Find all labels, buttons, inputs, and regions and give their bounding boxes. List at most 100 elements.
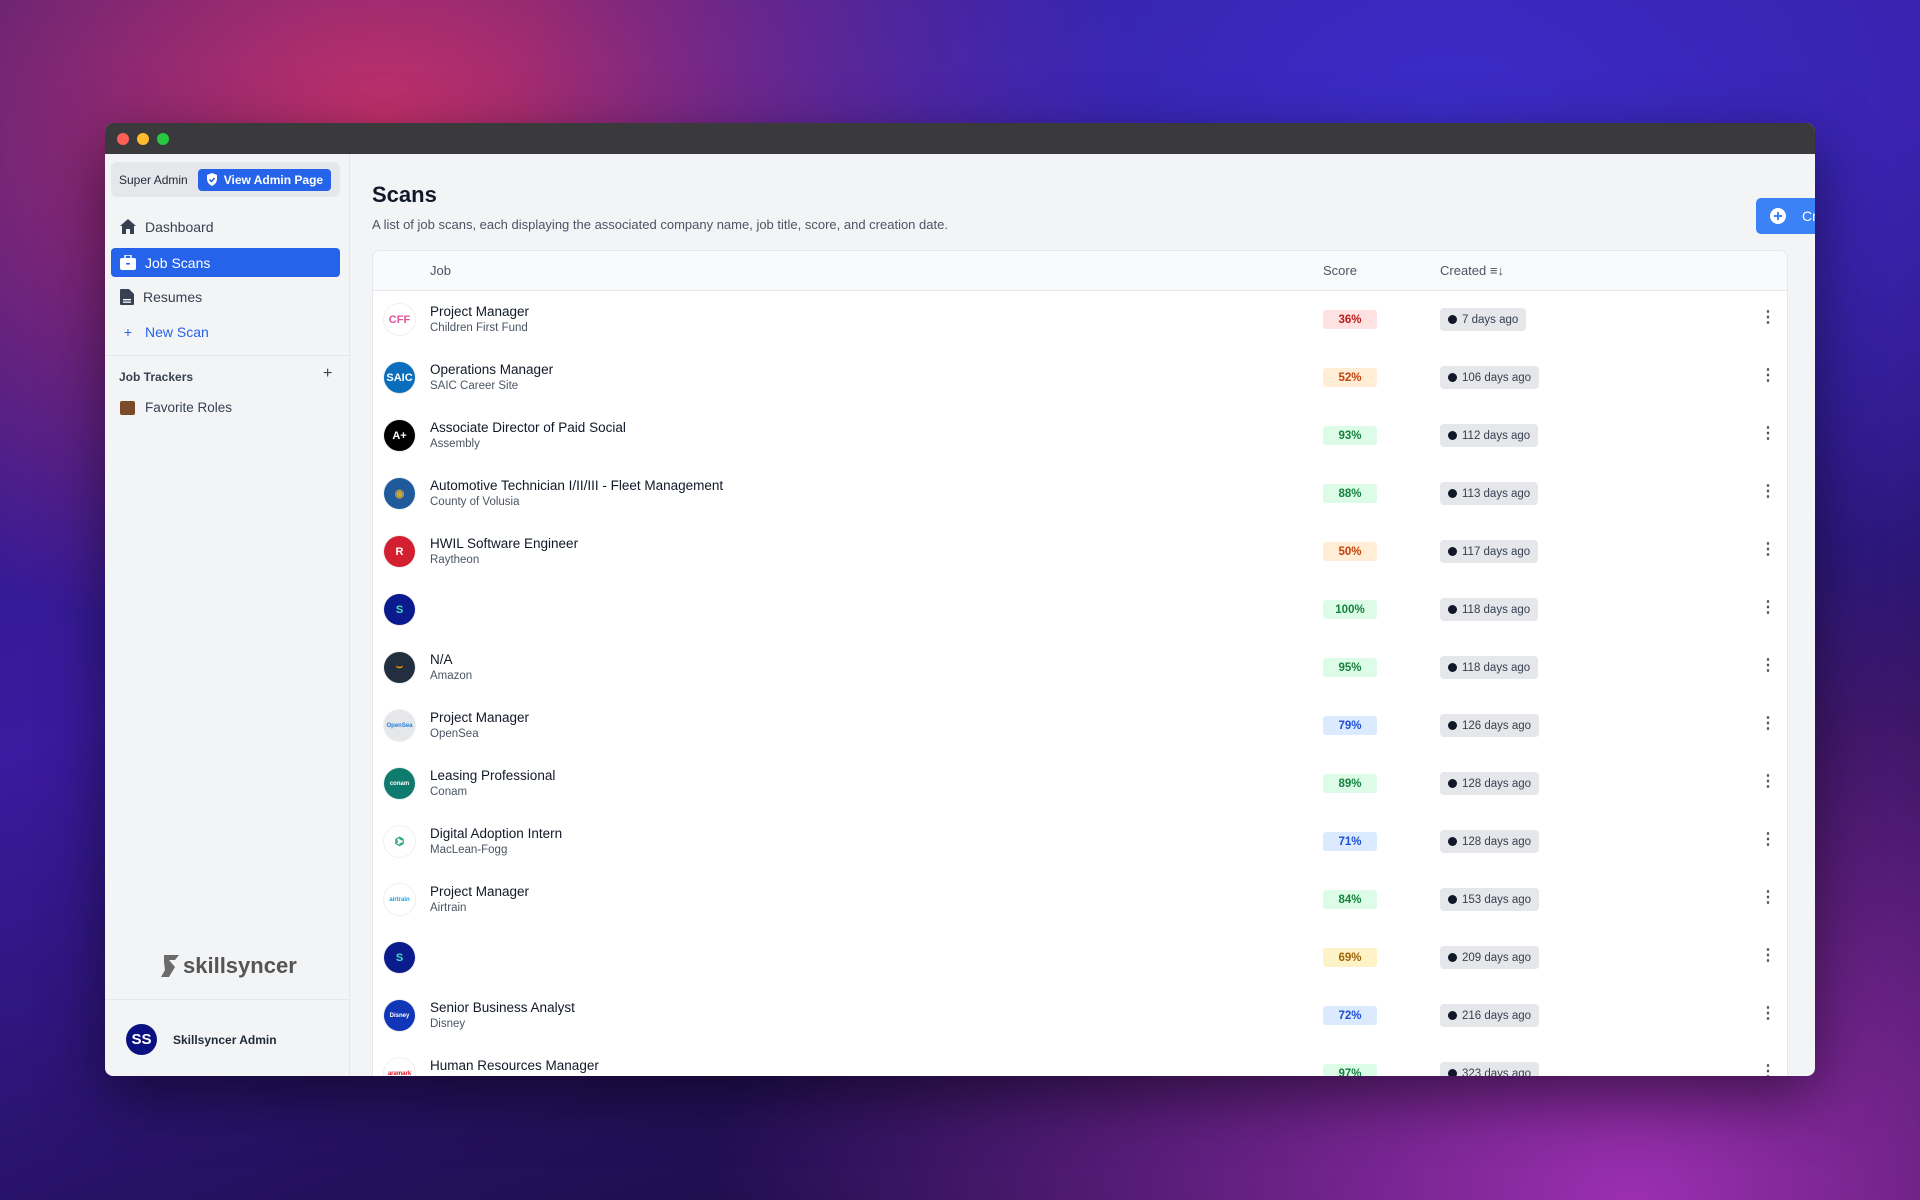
table-row[interactable]: OpenSea Project Manager OpenSea 79% 126 … — [373, 697, 1787, 755]
user-name[interactable]: Skillsyncer Admin — [173, 1033, 277, 1047]
score-badge: 52% — [1323, 368, 1377, 387]
table-row[interactable]: S 69% 209 days ago ⋮ — [373, 929, 1787, 987]
created-badge: 113 days ago — [1440, 482, 1539, 505]
job-title[interactable]: Human Resources Manager — [430, 1058, 599, 1073]
table-row[interactable]: aramark Human Resources Manager 97% 323 … — [373, 1045, 1787, 1076]
job-title[interactable]: Project Manager — [430, 884, 530, 899]
row-actions-menu-button[interactable]: ⋮ — [1760, 367, 1776, 384]
company-name: Amazon — [430, 670, 473, 682]
tracker-item-label: Favorite Roles — [145, 400, 233, 415]
maximize-window-button[interactable] — [157, 133, 169, 145]
created-badge: 118 days ago — [1440, 598, 1539, 621]
page-title: Scans — [372, 182, 437, 207]
table-row[interactable]: R HWIL Software Engineer Raytheon 50% 11… — [373, 523, 1787, 581]
score-badge: 71% — [1323, 832, 1377, 851]
sidebar-item-label: New Scan — [145, 323, 209, 340]
clock-icon — [1448, 953, 1457, 962]
created-text: 128 days ago — [1462, 777, 1532, 790]
table-row[interactable]: airtrain Project Manager Airtrain 84% 15… — [373, 871, 1787, 929]
table-row[interactable]: A+ Associate Director of Paid Social Ass… — [373, 407, 1787, 465]
title-bar — [105, 123, 1815, 154]
add-tracker-button[interactable]: + — [323, 365, 333, 382]
table-row[interactable]: SAIC Operations Manager SAIC Career Site… — [373, 349, 1787, 407]
job-title[interactable]: Associate Director of Paid Social — [430, 420, 626, 435]
column-header-created[interactable]: Created ≡↓ — [1440, 263, 1504, 278]
table-row[interactable]: ⌣ N/A Amazon 95% 118 days ago ⋮ — [373, 639, 1787, 697]
table-row[interactable]: ◉ Automotive Technician I/II/III - Fleet… — [373, 465, 1787, 523]
job-title[interactable]: Operations Manager — [430, 362, 554, 377]
tracker-item-favorite-roles[interactable]: Favorite Roles — [111, 393, 340, 422]
sidebar-item-dashboard[interactable]: Dashboard — [111, 212, 340, 241]
clock-icon — [1448, 837, 1457, 846]
job-title[interactable]: HWIL Software Engineer — [430, 536, 579, 551]
clock-icon — [1448, 547, 1457, 556]
user-avatar[interactable]: SS — [126, 1024, 157, 1055]
score-badge: 79% — [1323, 716, 1377, 735]
row-actions-menu-button[interactable]: ⋮ — [1760, 309, 1776, 326]
created-badge: 117 days ago — [1440, 540, 1539, 563]
row-actions-menu-button[interactable]: ⋮ — [1760, 831, 1776, 848]
job-title[interactable]: Project Manager — [430, 304, 530, 319]
company-logo: ⌣ — [384, 652, 415, 683]
row-actions-menu-button[interactable]: ⋮ — [1760, 773, 1776, 790]
row-actions-menu-button[interactable]: ⋮ — [1760, 599, 1776, 616]
company-logo: airtrain — [384, 884, 415, 915]
view-admin-page-button[interactable]: View Admin Page — [197, 168, 332, 191]
sidebar-item-new-scan[interactable]: + New Scan — [111, 317, 340, 346]
job-trackers-heading: Job Trackers — [119, 370, 194, 384]
row-actions-menu-button[interactable]: ⋮ — [1760, 1063, 1776, 1076]
company-logo: A+ — [384, 420, 415, 451]
clock-icon — [1448, 1069, 1457, 1076]
created-text: 128 days ago — [1462, 835, 1532, 848]
score-badge: 72% — [1323, 1006, 1377, 1025]
job-title[interactable]: N/A — [430, 652, 453, 667]
clock-icon — [1448, 721, 1457, 730]
sidebar-item-resumes[interactable]: Resumes — [111, 282, 340, 311]
brand-name: skillsyncer — [183, 953, 297, 978]
job-title[interactable]: Digital Adoption Intern — [430, 826, 563, 841]
table-body: CFF Project Manager Children First Fund … — [373, 291, 1787, 1076]
row-actions-menu-button[interactable]: ⋮ — [1760, 1005, 1776, 1022]
job-title[interactable]: Leasing Professional — [430, 768, 556, 783]
clock-icon — [1448, 895, 1457, 904]
row-actions-menu-button[interactable]: ⋮ — [1760, 425, 1776, 442]
row-actions-menu-button[interactable]: ⋮ — [1760, 947, 1776, 964]
row-actions-menu-button[interactable]: ⋮ — [1760, 541, 1776, 558]
create-scan-button[interactable]: Create Scan — [1756, 198, 1815, 234]
row-actions-menu-button[interactable]: ⋮ — [1760, 657, 1776, 674]
row-actions-menu-button[interactable]: ⋮ — [1760, 715, 1776, 732]
created-badge: 126 days ago — [1440, 714, 1540, 737]
job-title[interactable]: Automotive Technician I/II/III - Fleet M… — [430, 478, 724, 493]
company-name: Conam — [430, 786, 468, 798]
created-badge: 7 days ago — [1440, 308, 1527, 331]
sidebar: Super Admin View Admin Page Dashboard Jo… — [105, 154, 350, 1076]
table-row[interactable]: Disney Senior Business Analyst Disney 72… — [373, 987, 1787, 1045]
close-window-button[interactable] — [117, 133, 129, 145]
created-text: 117 days ago — [1462, 545, 1531, 558]
sidebar-item-job-scans[interactable]: Job Scans — [111, 248, 340, 277]
sort-descending-icon[interactable]: ≡↓ — [1489, 263, 1504, 278]
job-title[interactable]: Project Manager — [430, 710, 530, 725]
table-row[interactable]: ⌬ Digital Adoption Intern MacLean-Fogg 7… — [373, 813, 1787, 871]
company-logo: aramark — [384, 1058, 415, 1076]
briefcase-icon — [120, 255, 136, 270]
company-name: Airtrain — [430, 902, 467, 914]
row-actions-menu-button[interactable]: ⋮ — [1760, 889, 1776, 906]
clock-icon — [1448, 315, 1457, 324]
company-name: Raytheon — [430, 554, 480, 566]
minimize-window-button[interactable] — [137, 133, 149, 145]
table-row[interactable]: S 100% 118 days ago ⋮ — [373, 581, 1787, 639]
created-text: 7 days ago — [1462, 313, 1519, 326]
score-badge: 84% — [1323, 890, 1377, 909]
row-actions-menu-button[interactable]: ⋮ — [1760, 483, 1776, 500]
clock-icon — [1448, 663, 1457, 672]
table-row[interactable]: conam Leasing Professional Conam 89% 128… — [373, 755, 1787, 813]
create-scan-label: Create Scan — [1802, 208, 1815, 224]
created-text: 118 days ago — [1462, 603, 1531, 616]
table-row[interactable]: CFF Project Manager Children First Fund … — [373, 291, 1787, 349]
job-title[interactable]: Senior Business Analyst — [430, 1000, 575, 1015]
plus-circle-icon — [1770, 208, 1786, 224]
sidebar-divider — [105, 355, 350, 356]
created-badge: 128 days ago — [1440, 772, 1540, 795]
created-text: 113 days ago — [1462, 487, 1531, 500]
